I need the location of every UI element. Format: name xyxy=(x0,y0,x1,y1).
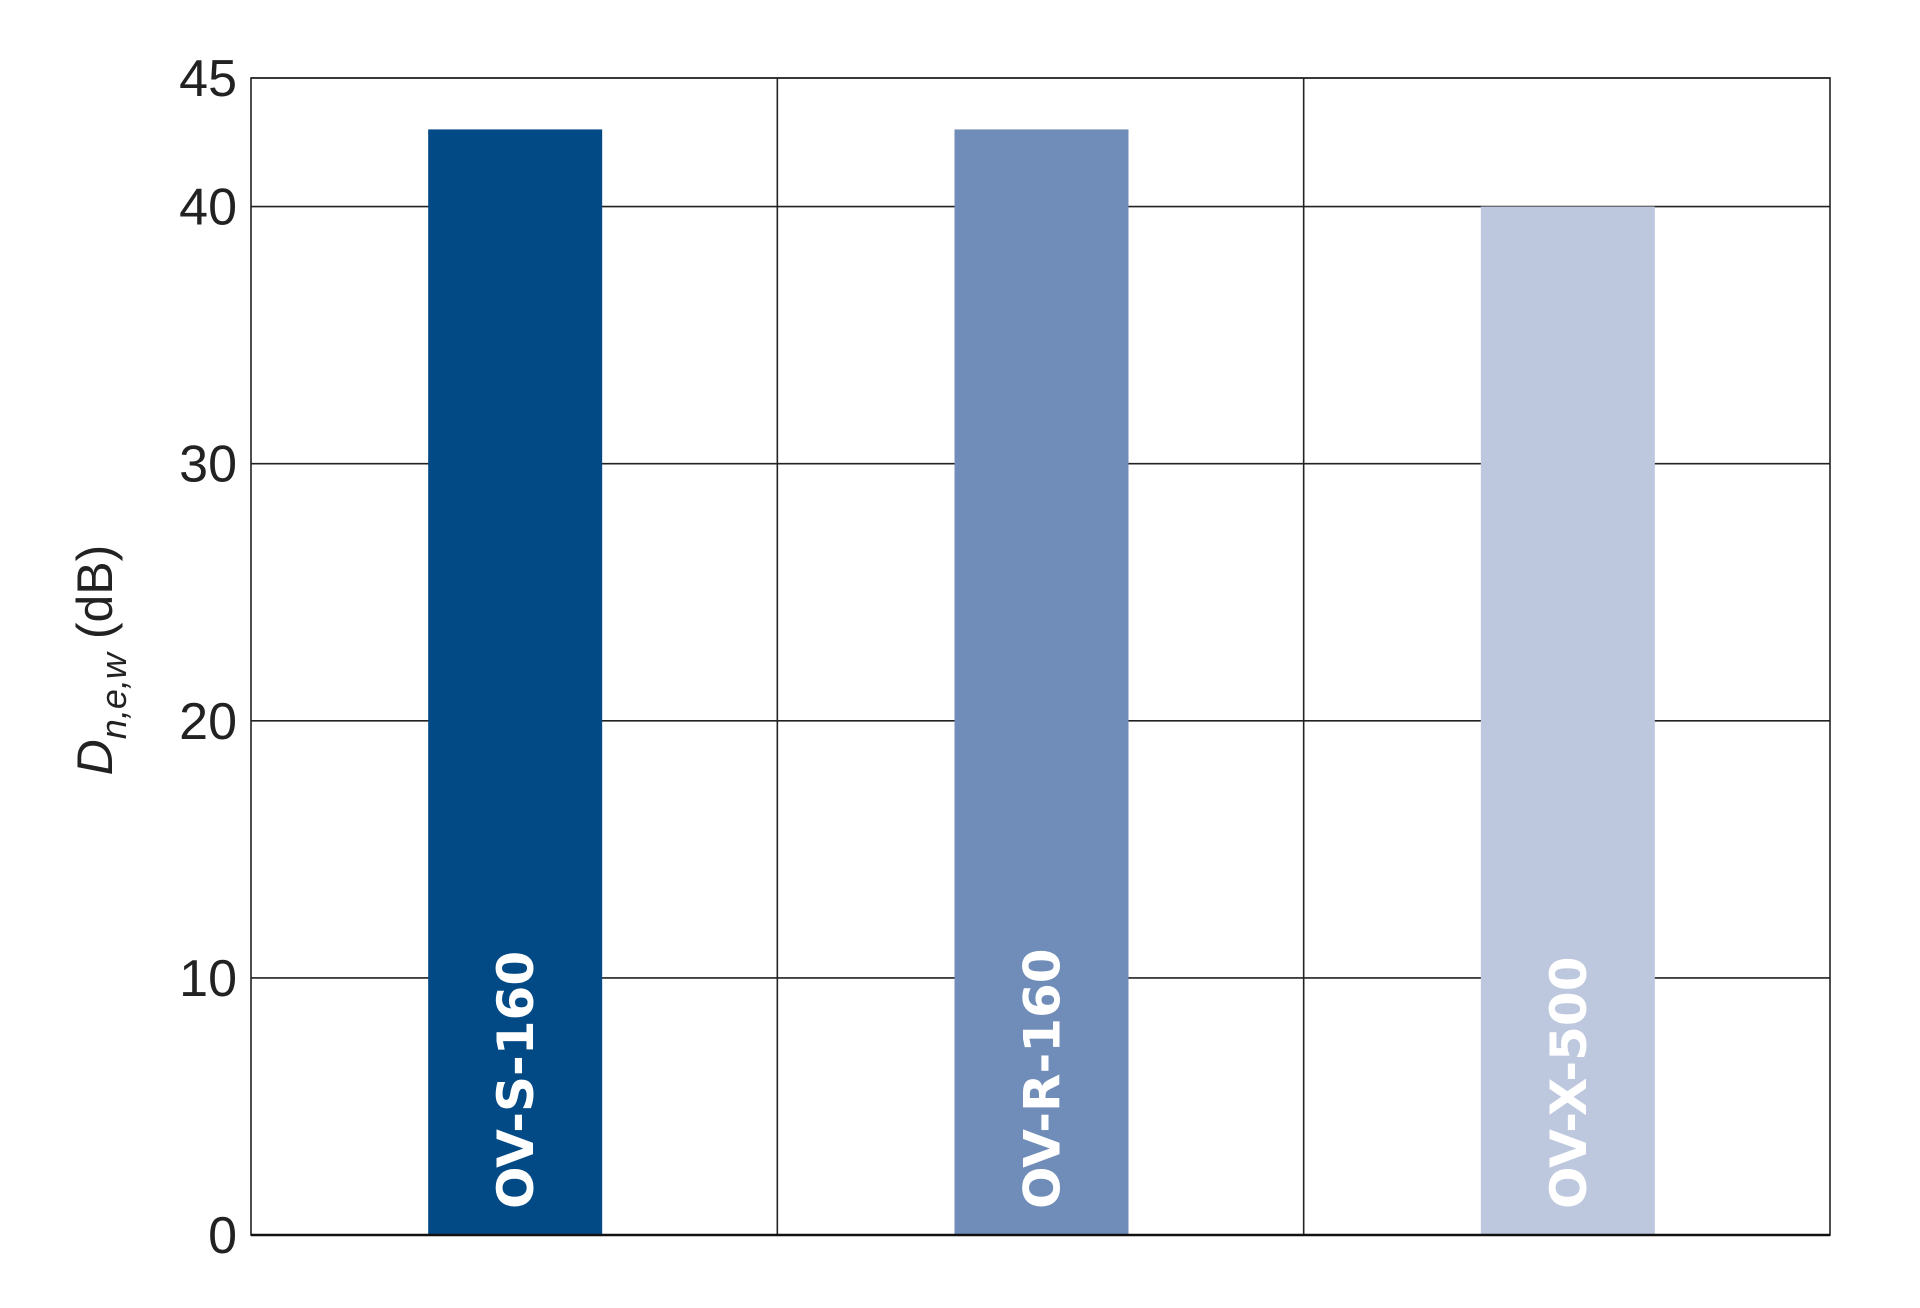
y-tick-label: 10 xyxy=(179,950,237,1008)
y-axis-label-unit: (dB) xyxy=(67,545,123,639)
y-tick-label: 20 xyxy=(179,693,237,751)
bar-OV-X-500 xyxy=(1480,206,1655,1236)
y-tick-label: 40 xyxy=(179,179,237,237)
bar-label-OV-X-500: OV-X-500 xyxy=(1540,957,1598,1210)
plot-frame xyxy=(250,77,1831,1237)
y-axis-label-main: D xyxy=(67,739,123,775)
y-axis-label: Dn,e,w (dB) xyxy=(67,545,134,776)
y-tick-label: 30 xyxy=(179,436,237,494)
bar-label-OV-S-160: OV-S-160 xyxy=(487,951,545,1209)
y-tick-label: 0 xyxy=(208,1207,237,1265)
bars: OV-S-160 OV-R-160 OV-X-500 xyxy=(428,129,1655,1236)
bar-OV-R-160 xyxy=(954,129,1129,1235)
bar-OV-S-160 xyxy=(428,129,603,1235)
bar-label-OV-R-160: OV-R-160 xyxy=(1014,948,1072,1209)
y-tick-labels: 0 10 20 30 40 45 xyxy=(179,50,237,1265)
y-tick-label: 45 xyxy=(179,50,237,108)
y-axis-label-subscript: n,e,w xyxy=(93,651,134,739)
